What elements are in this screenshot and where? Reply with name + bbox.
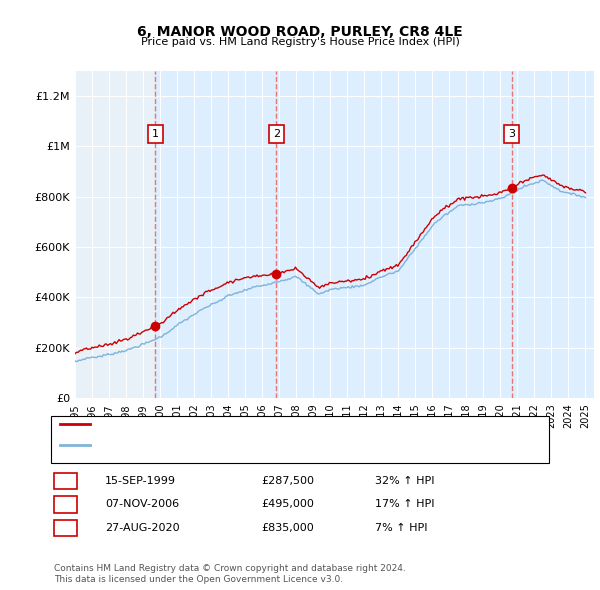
Text: This data is licensed under the Open Government Licence v3.0.: This data is licensed under the Open Gov… [54, 575, 343, 584]
Text: Contains HM Land Registry data © Crown copyright and database right 2024.: Contains HM Land Registry data © Crown c… [54, 564, 406, 573]
Text: 2: 2 [62, 500, 69, 509]
Text: 6, MANOR WOOD ROAD, PURLEY, CR8 4LE: 6, MANOR WOOD ROAD, PURLEY, CR8 4LE [137, 25, 463, 39]
Text: 6, MANOR WOOD ROAD, PURLEY, CR8 4LE (detached house): 6, MANOR WOOD ROAD, PURLEY, CR8 4LE (det… [96, 419, 411, 429]
Text: 32% ↑ HPI: 32% ↑ HPI [375, 476, 434, 486]
Text: 27-AUG-2020: 27-AUG-2020 [105, 523, 179, 533]
Text: £835,000: £835,000 [261, 523, 314, 533]
Text: 15-SEP-1999: 15-SEP-1999 [105, 476, 176, 486]
Text: 3: 3 [508, 129, 515, 139]
Bar [155, 71, 277, 398]
Text: Price paid vs. HM Land Registry's House Price Index (HPI): Price paid vs. HM Land Registry's House … [140, 37, 460, 47]
Text: 2: 2 [273, 129, 280, 139]
Text: 1: 1 [152, 129, 158, 139]
Text: £287,500: £287,500 [261, 476, 314, 486]
Bar [277, 71, 512, 398]
Text: 7% ↑ HPI: 7% ↑ HPI [375, 523, 427, 533]
Bar [512, 71, 594, 398]
Text: 1: 1 [62, 476, 69, 486]
Text: 07-NOV-2006: 07-NOV-2006 [105, 500, 179, 509]
Text: HPI: Average price, detached house, Croydon: HPI: Average price, detached house, Croy… [96, 441, 332, 450]
Text: 3: 3 [62, 523, 69, 533]
Text: £495,000: £495,000 [261, 500, 314, 509]
Text: 17% ↑ HPI: 17% ↑ HPI [375, 500, 434, 509]
